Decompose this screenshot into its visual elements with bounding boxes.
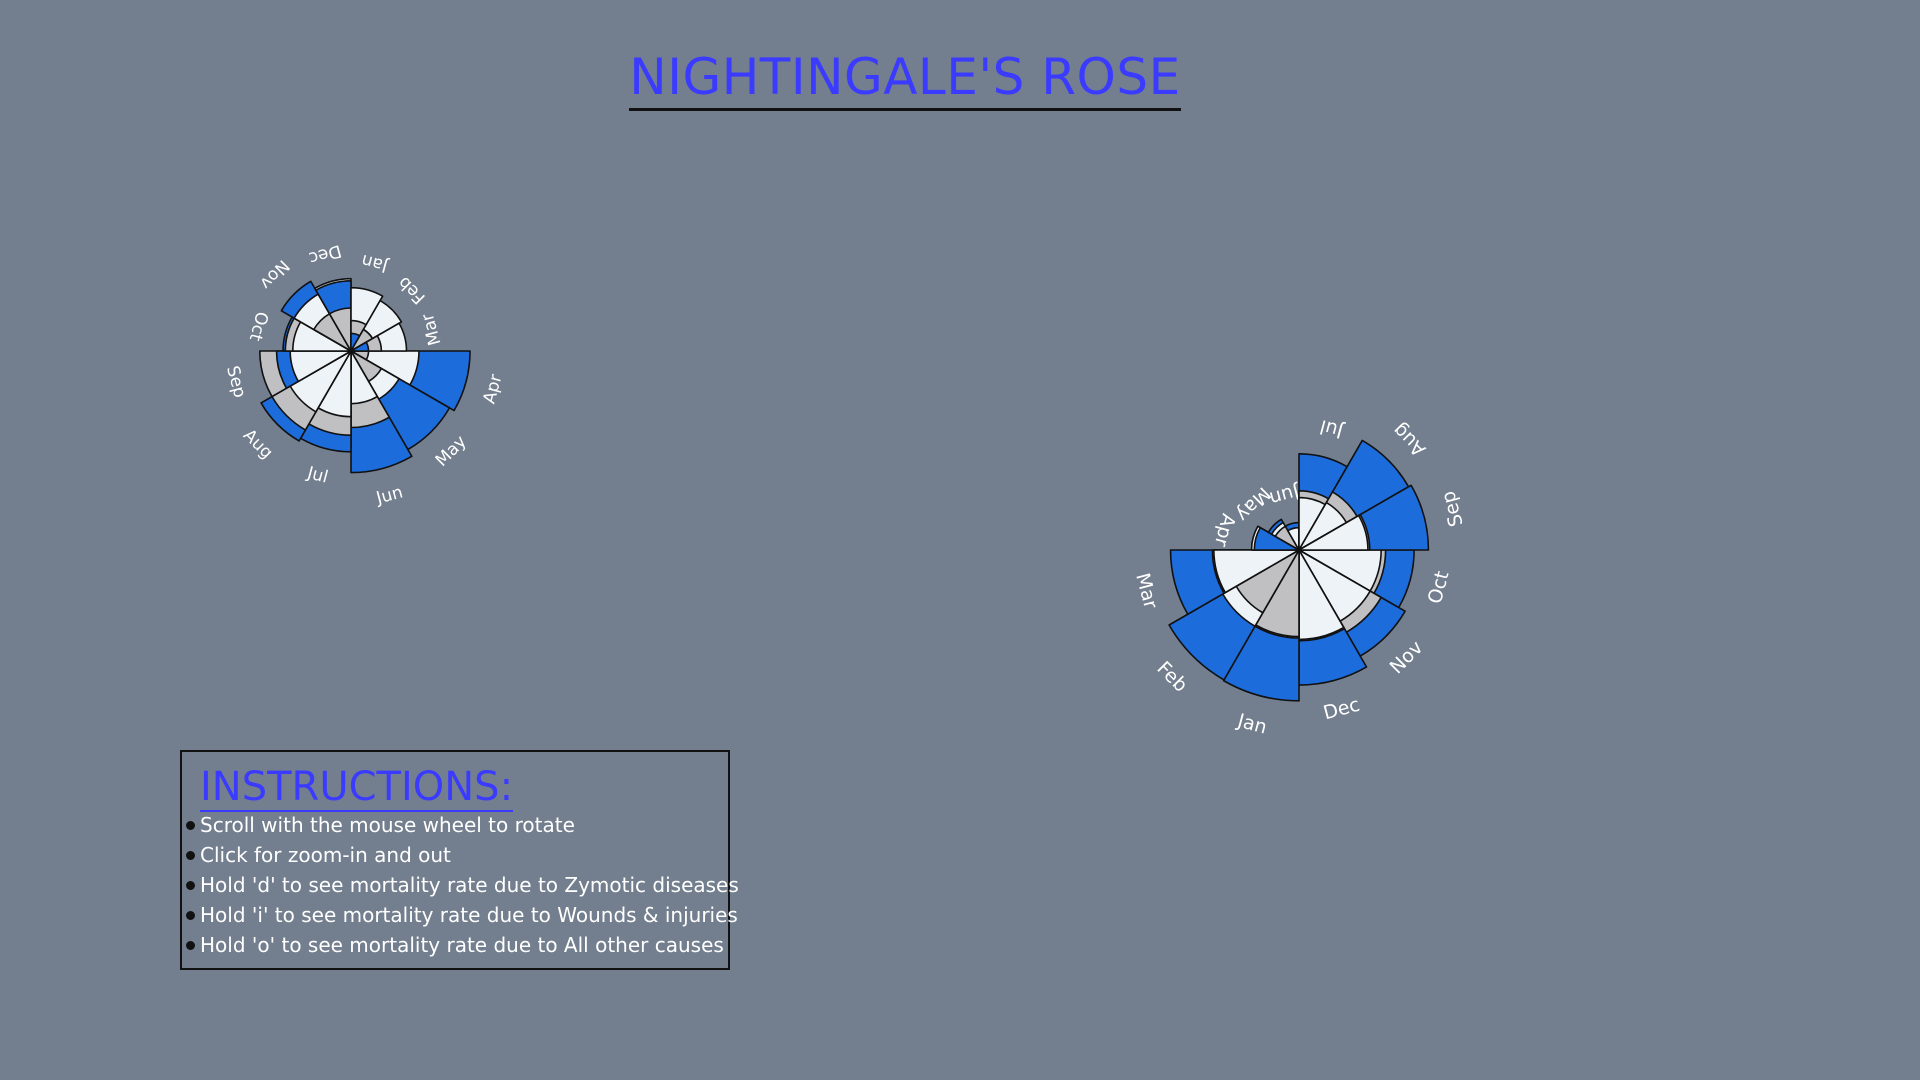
month-label-oct: Oct <box>245 309 272 343</box>
month-label-mar: Mar <box>1131 571 1162 612</box>
instructions-list: Scroll with the mouse wheel to rotate Cl… <box>186 810 739 960</box>
bullet-icon <box>186 941 195 950</box>
wedge-sep-other[interactable] <box>1298 514 1369 551</box>
month-label-apr: Apr <box>480 372 507 406</box>
instruction-text: Scroll with the mouse wheel to rotate <box>200 813 575 837</box>
month-label-sep: Sep <box>222 364 250 400</box>
instruction-item: Scroll with the mouse wheel to rotate <box>186 810 739 840</box>
month-label-jan: Jan <box>359 250 390 276</box>
month-label-apr: Apr <box>1210 511 1240 549</box>
instruction-text: Hold 'o' to see mortality rate due to Al… <box>200 933 724 957</box>
month-label-dec: Dec <box>307 240 344 268</box>
page-title-text: NIGHTINGALE'S ROSE <box>629 48 1181 111</box>
month-label-jun: Jun <box>1267 480 1302 509</box>
bullet-icon <box>186 851 195 860</box>
month-label-aug: Aug <box>1388 419 1430 461</box>
bullet-icon <box>186 821 195 830</box>
instruction-text: Hold 'i' to see mortality rate due to Wo… <box>200 903 738 927</box>
wedge-mar-other[interactable] <box>1213 549 1300 594</box>
month-label-feb: Feb <box>1152 657 1191 696</box>
month-label-jun: Jun <box>373 482 405 508</box>
bullet-icon <box>186 911 195 920</box>
instruction-item: Hold 'o' to see mortality rate due to Al… <box>186 930 739 960</box>
month-label-jul: Jul <box>1318 415 1347 442</box>
instructions-title: INSTRUCTIONS: <box>200 764 514 812</box>
bullet-icon <box>186 881 195 890</box>
month-label-aug: Aug <box>239 425 277 463</box>
month-label-oct: Oct <box>1424 569 1454 606</box>
instruction-text: Click for zoom-in and out <box>200 843 451 867</box>
instructions-panel: INSTRUCTIONS: Scroll with the mouse whee… <box>180 750 739 970</box>
month-label-sep: Sep <box>1437 489 1468 529</box>
month-label-mar: Mar <box>418 311 446 347</box>
wedge-mar-zymotic[interactable] <box>350 341 370 352</box>
month-label-feb: Feb <box>394 272 429 307</box>
month-label-jan: Jan <box>1234 710 1269 739</box>
instruction-text: Hold 'd' to see mortality rate due to Zy… <box>200 873 739 897</box>
month-label-may: May <box>1231 482 1274 525</box>
page-title: NIGHTINGALE'S ROSE <box>0 48 1810 111</box>
instruction-item: Hold 'd' to see mortality rate due to Zy… <box>186 870 739 900</box>
month-label-nov: Nov <box>1386 637 1428 679</box>
month-label-nov: Nov <box>256 256 294 294</box>
month-label-may: May <box>432 432 471 471</box>
month-label-jul: Jul <box>304 463 330 488</box>
month-label-dec: Dec <box>1321 694 1362 725</box>
instruction-item: Hold 'i' to see mortality rate due to Wo… <box>186 900 739 930</box>
instruction-item: Click for zoom-in and out <box>186 840 739 870</box>
